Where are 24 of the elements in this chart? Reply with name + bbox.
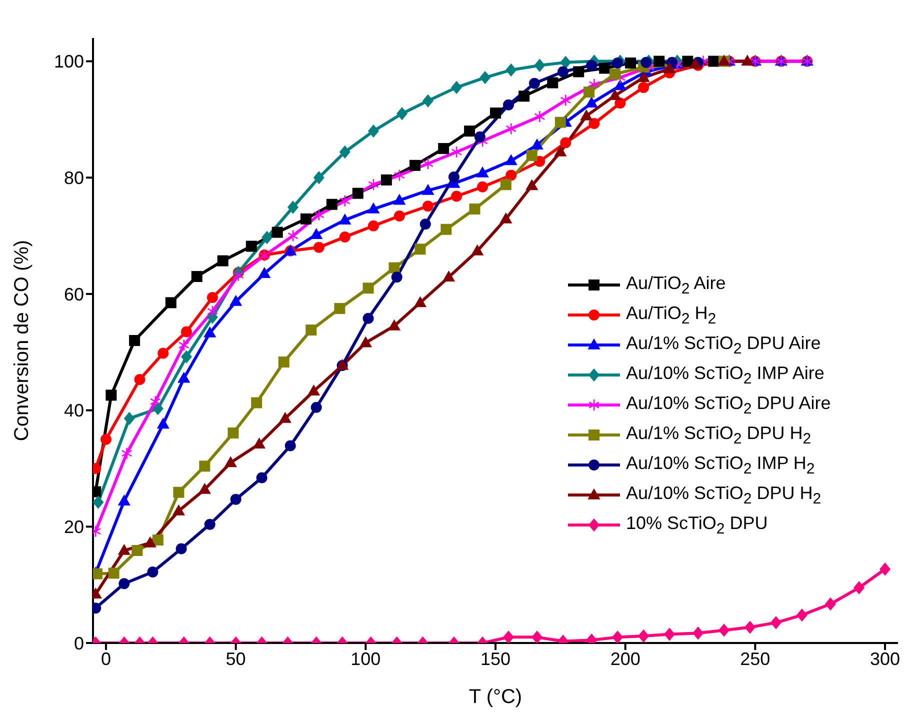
x-tick-label: 0 — [100, 648, 111, 669]
legend-label: Au/1% ScTiO$_{2}$ DPU H$_{2}$ — [626, 422, 812, 448]
y-tick-label: 100 — [54, 52, 84, 72]
x-axis-title: T (°C) — [468, 686, 522, 708]
legend-label: Au/10% ScTiO$_{2}$ DPU H$_{2}$ — [626, 482, 822, 508]
y-tick-label: 80 — [64, 168, 84, 188]
legend-label: Au/10% ScTiO$_{2}$ DPU Aire — [626, 392, 831, 418]
y-tick-label: 60 — [64, 284, 84, 304]
y-tick-label: 20 — [64, 517, 84, 538]
x-tick-label: 100 — [350, 648, 381, 669]
y-axis-title: Conversion de CO (%) — [11, 240, 34, 442]
x-tick-label: 300 — [870, 648, 900, 669]
legend-label: 10% ScTiO$_{2}$ DPU — [626, 512, 768, 538]
legend-label: Au/TiO$_{2}$ H$_{2}$ — [626, 302, 716, 328]
x-tick-label: 50 — [226, 648, 246, 669]
x-tick-label: 150 — [480, 648, 511, 669]
legend-label: Au/10% ScTiO$_{2}$ IMP H$_{2}$ — [626, 452, 815, 478]
x-tick-label: 250 — [740, 648, 770, 669]
y-tick-label: 0 — [74, 633, 84, 654]
legend-label: Au/10% ScTiO$_{2}$ IMP Aire — [626, 362, 824, 388]
x-tick-label: 200 — [610, 648, 640, 669]
y-tick-label: 40 — [64, 400, 84, 421]
legend-label: Au/TiO$_{2}$ Aire — [626, 272, 726, 298]
legend-label: Au/1% ScTiO$_{2}$ DPU Aire — [626, 332, 821, 358]
